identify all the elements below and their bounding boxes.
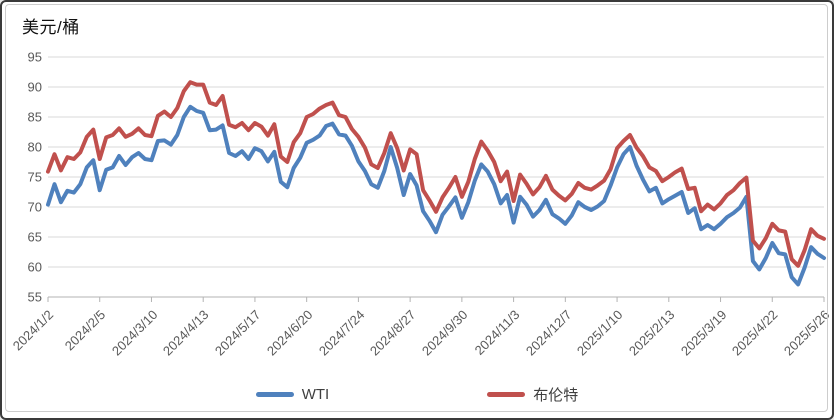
y-axis-label-75: 75 bbox=[27, 169, 42, 185]
y-axis-label-80: 80 bbox=[27, 139, 42, 155]
y-axis-label-65: 65 bbox=[27, 229, 42, 245]
y-axis-label-55: 55 bbox=[27, 289, 42, 305]
brent-series-line bbox=[46, 80, 826, 268]
wti-series-line bbox=[46, 104, 826, 287]
y-axis-label-70: 70 bbox=[27, 199, 42, 215]
legend-item-wti: WTI bbox=[255, 386, 330, 403]
y-axis-label-60: 60 bbox=[27, 259, 42, 275]
y-axis-label-85: 85 bbox=[27, 109, 42, 125]
legend-item-brent: 布伦特 bbox=[487, 384, 578, 405]
y-axis-label-90: 90 bbox=[27, 79, 42, 95]
wti-line-swatch bbox=[255, 392, 294, 397]
chart-title: 美元/桶 bbox=[22, 18, 80, 37]
brent-line-swatch bbox=[487, 392, 526, 397]
legend-label-wti: WTI bbox=[301, 386, 330, 403]
legend-label-brent: 布伦特 bbox=[533, 387, 579, 404]
y-axis-label-95: 95 bbox=[27, 49, 42, 65]
chart-legend: WTI 布伦特 bbox=[2, 384, 832, 405]
